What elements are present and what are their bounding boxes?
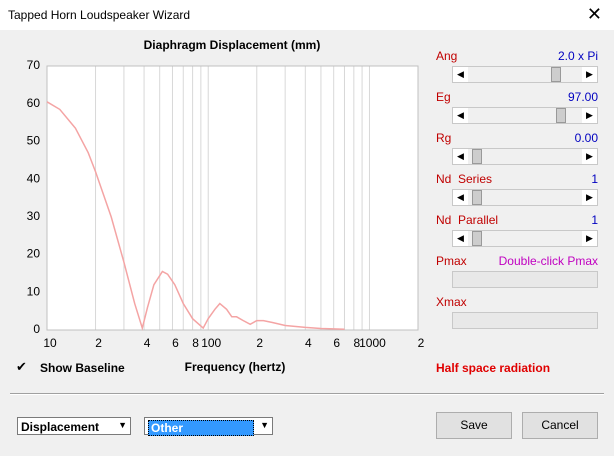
x-tick-label: 4	[144, 336, 151, 350]
x-tick-label: 6	[333, 336, 340, 350]
slider-value: 97.00	[567, 90, 598, 104]
x-tick-label: 6	[172, 336, 179, 350]
slider-thumb[interactable]	[551, 67, 562, 82]
arrow-right[interactable]: ▶	[582, 108, 597, 123]
slider-label: Eg	[436, 90, 451, 104]
slider[interactable]: ◀ ▶	[452, 148, 598, 165]
slider-thumb[interactable]	[472, 149, 483, 164]
slider-value: 1	[591, 172, 598, 186]
data-line	[46, 101, 345, 331]
arrow-left[interactable]: ◀	[453, 108, 468, 123]
checkbox[interactable]: ✔	[16, 359, 27, 374]
slider[interactable]	[452, 312, 598, 329]
x-tick-label: 100	[201, 336, 221, 350]
dropdown[interactable]: Displacement ▼	[17, 417, 131, 435]
slider-value: Double-click Pmax	[498, 254, 598, 268]
y-tick-label: 40	[27, 171, 41, 185]
arrow-right[interactable]: ▶	[582, 190, 597, 205]
window-title: Tapped Horn Loudspeaker Wizard	[8, 8, 191, 22]
cancel-button[interactable]: Cancel	[522, 412, 598, 439]
slider-thumb[interactable]	[472, 231, 483, 246]
dropdown-text: Other	[148, 420, 254, 436]
title-bar: Tapped Horn Loudspeaker Wizard ✕	[0, 0, 614, 30]
x-tick-label: 1000	[359, 336, 386, 350]
slider[interactable]	[452, 271, 598, 288]
save-button[interactable]: Save	[436, 412, 512, 439]
plot-area	[46, 65, 419, 331]
x-tick-label: 10	[43, 336, 57, 350]
slider-label: Ang	[436, 49, 458, 63]
x-tick-label: 8	[353, 336, 360, 350]
dropdown[interactable]: Other ▼	[144, 417, 273, 436]
x-tick-label: 2	[256, 336, 263, 350]
slider[interactable]: ◀ ▶	[452, 230, 598, 247]
y-tick-label: 70	[27, 58, 41, 72]
x-axis-title: Frequency (hertz)	[185, 360, 286, 374]
slider-label: Pmax	[436, 254, 467, 268]
chart: Diaphragm Displacement (mm) Frequency (h…	[27, 38, 425, 374]
arrow-left[interactable]: ◀	[453, 67, 468, 82]
arrow-left[interactable]: ◀	[453, 190, 468, 205]
x-tick-label: 4	[305, 336, 312, 350]
dropdown-text: Displacement	[21, 420, 100, 434]
slider-value: 1	[591, 213, 598, 227]
radiation-text: Half space radiation	[436, 361, 551, 375]
slider-label: Xmax	[436, 295, 467, 309]
y-tick-label: 0	[33, 322, 40, 336]
x-tick-label: 2	[95, 336, 102, 350]
arrow-left[interactable]: ◀	[453, 231, 468, 246]
slider-value: 2.0 x Pi	[557, 49, 598, 63]
slider-label: Nd Series	[436, 172, 493, 186]
plot-area	[46, 65, 419, 331]
slider-label: Nd Parallel	[436, 213, 499, 227]
y-tick-label: 50	[27, 134, 41, 148]
y-tick-label: 60	[27, 96, 41, 110]
close-button[interactable]: ✕	[586, 4, 602, 24]
y-tick-label: 20	[27, 247, 41, 261]
slider-label: Rg	[436, 131, 452, 145]
slider[interactable]: ◀ ▶	[452, 66, 598, 83]
y-tick-label: 30	[27, 209, 41, 223]
y-tick-label: 10	[27, 284, 41, 298]
arrow-right[interactable]: ▶	[582, 231, 597, 246]
slider[interactable]: ◀ ▶	[452, 189, 598, 206]
checkbox-label[interactable]: Show Baseline	[40, 361, 125, 375]
arrow-right[interactable]: ▶	[582, 67, 597, 82]
x-tick-label: 2	[418, 336, 425, 350]
slider[interactable]: ◀ ▶	[452, 107, 598, 124]
slider-thumb[interactable]	[556, 108, 567, 123]
x-tick-label: 8	[192, 336, 199, 350]
arrow-right[interactable]: ▶	[582, 149, 597, 164]
slider-value: 0.00	[574, 131, 598, 145]
chart-title: Diaphragm Displacement (mm)	[144, 38, 321, 52]
separator	[10, 393, 604, 395]
slider-thumb[interactable]	[472, 190, 483, 205]
arrow-left[interactable]: ◀	[453, 149, 468, 164]
